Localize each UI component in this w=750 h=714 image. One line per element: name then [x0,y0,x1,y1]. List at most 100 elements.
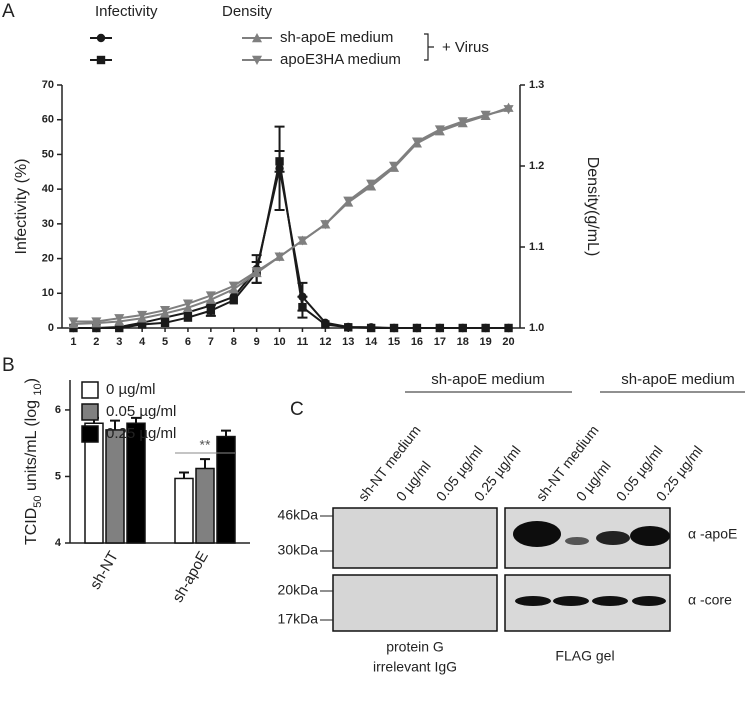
marker [389,161,400,172]
mw-marker: 17kDa [278,611,319,627]
marker [411,137,422,147]
y-tick-label: 5 [55,470,61,482]
y-axis-label: Infectivity (%) [13,158,30,254]
marker [96,33,106,43]
legend-header: Density [222,3,273,20]
y-axis-label-part: 10 [32,383,44,395]
antibody-label: α -apoE [688,526,737,542]
marker [321,320,330,329]
bar [174,477,194,544]
y-tick-label: 40 [42,183,54,195]
x-tick-label: 8 [231,336,237,348]
x-tick-label: 11 [297,336,309,348]
marker [137,310,148,321]
y-axis-label-part: ) [23,378,40,383]
legend-label: 0.05 µg/ml [106,403,176,420]
y-axis-label-part: 50 [32,495,44,507]
marker [91,317,102,327]
marker [137,320,147,329]
x-tick-label: 3 [116,336,122,348]
panel-label: B [2,355,15,376]
x-tick-label: 16 [411,336,423,348]
x-tick-label: 14 [365,336,378,348]
y2-tick-label: 1.0 [529,322,544,334]
legend-swatch [81,425,99,443]
group-header: sh-apoE medium [431,371,544,388]
marker [297,236,308,246]
error-bar [200,458,210,469]
error-bar [131,416,141,424]
marker [228,281,239,291]
x-tick-label: 10 [273,336,285,348]
y2-axis-label: Density(g/mL) [584,157,601,257]
x-tick-label: 5 [162,336,168,348]
bar [105,429,125,544]
line [73,108,509,323]
bar [126,422,146,544]
x-tick-label: 7 [208,336,214,348]
marker [183,313,193,322]
marker [366,179,377,189]
legend-swatch [81,381,99,399]
x-tick-label: 13 [342,336,354,348]
marker [481,323,490,333]
marker [251,55,263,66]
marker [160,318,170,327]
marker [182,299,193,309]
x-tick-label: 1 [70,336,76,348]
marker [251,267,262,277]
y-tick-label: 50 [42,148,54,160]
caption: FLAG gel [555,648,614,664]
y-axis-label-part: TCID [23,508,40,545]
x-tick-label: sh-apoE [169,548,212,605]
marker [160,305,171,316]
line [73,161,509,329]
marker [274,252,285,262]
y-tick-label: 20 [42,252,54,264]
marker [434,125,445,135]
x-tick-label: 19 [480,336,492,348]
y-tick-label: 10 [42,287,54,299]
legend-note: + Virus [442,39,489,56]
error-bar [221,429,231,437]
caption: protein G [386,639,444,655]
x-tick-label: 9 [254,336,260,348]
panel-label: C [290,399,304,420]
legend-label: 0.25 µg/ml [106,425,176,442]
marker [344,323,353,332]
marker [115,323,124,333]
mw-marker: 20kDa [278,582,319,598]
legend-header: Infectivity [95,3,158,20]
marker [366,323,376,333]
y-tick-label: 60 [42,114,54,126]
line [73,106,509,325]
lane-label: 0 µg/ml [573,458,614,504]
y-axis-label-part: units/mL (log [23,396,40,496]
x-tick-label: 4 [139,336,146,348]
caption: irrelevant IgG [373,659,457,675]
marker [504,323,513,333]
marker [412,323,422,333]
x-tick-label: 15 [388,336,400,348]
series [69,149,513,333]
y2-tick-label: 1.2 [529,160,544,172]
y-tick-label: 6 [55,404,61,416]
marker [389,323,399,333]
y2-tick-label: 1.3 [529,79,544,91]
bar [84,422,104,544]
group-header: sh-apoE medium [621,371,734,388]
marker [275,157,284,166]
marker [251,32,263,43]
panel-label: A [2,1,15,22]
marker [96,55,106,65]
series [68,105,514,327]
marker [205,291,216,301]
error-bar [110,419,120,430]
legend-label: sh-apoE medium [280,29,393,46]
x-tick-label: 18 [457,336,469,348]
marker [480,110,491,121]
x-tick-label: sh-NT [87,548,122,592]
marker [503,105,514,115]
x-tick-label: 17 [434,336,446,348]
lane-label: 0 µg/ml [393,458,434,504]
